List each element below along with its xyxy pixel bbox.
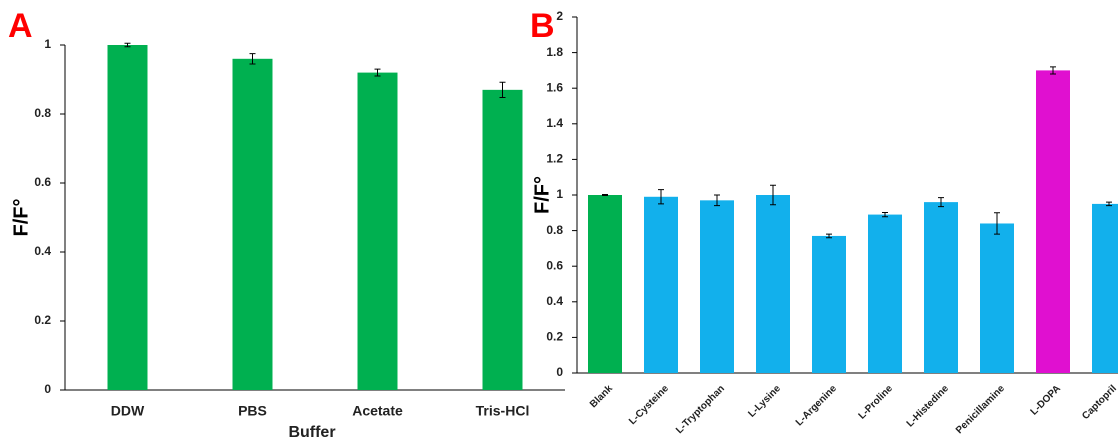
y-axis-title: F/F° [531,176,553,214]
bar [1036,70,1070,374]
bar [756,195,790,373]
x-tick-label: L-DOPA [1029,383,1063,417]
y-tick-label: 0.6 [34,175,51,189]
panel-label: B [530,7,555,45]
error-bar [249,53,256,65]
error-bar [499,81,506,98]
y-tick-label: 1 [44,37,51,51]
error-bar [602,193,608,197]
bar [482,89,523,390]
y-tick-label: 1.8 [546,45,563,59]
error-bar [124,42,131,48]
panel-label: A [8,7,33,45]
x-tick-label: L-Tryptophan [674,383,727,436]
y-tick-label: 1.6 [546,80,563,94]
x-tick-label: L-Cysteine [627,383,671,427]
y-tick-label: 0.6 [546,258,563,272]
error-bar [770,184,776,206]
y-tick-label: 1.2 [546,152,563,166]
error-bar [374,68,381,77]
y-tick-label: 0.4 [546,294,563,308]
x-tick-label: Blank [588,383,615,410]
bar [107,45,148,390]
bar [812,235,846,373]
x-tick-label: Captopril [1080,383,1118,422]
y-tick-label: 0.8 [34,106,51,120]
x-tick-label: L-Histedine [905,383,952,430]
bar [232,58,273,391]
error-bar [938,197,944,208]
bar [924,202,958,373]
bar [868,214,902,373]
x-tick-label: Penicillamine [954,383,1007,436]
error-bar [826,233,832,239]
bar [1092,203,1118,373]
x-tick-label: L-Lysine [746,383,783,420]
y-axis-title: F/F° [10,199,32,237]
y-tick-label: 0.2 [546,330,563,344]
y-tick-label: 0.4 [34,244,51,258]
x-tick-label: L-Argenine [794,383,839,428]
error-bar [1106,201,1112,207]
x-tick-label: Acetate [352,403,403,419]
error-bar [658,189,664,205]
bar [588,195,622,373]
x-tick-label: DDW [111,403,145,419]
bar [980,223,1014,373]
bar [700,200,734,373]
y-tick-label: 0.2 [34,313,51,327]
bar [357,72,398,390]
x-tick-label: L-Proline [857,383,896,422]
y-tick-label: 2 [556,9,563,23]
error-bar [882,211,888,218]
y-tick-label: 1 [556,187,563,201]
bar [644,196,678,373]
error-bar [1050,66,1056,75]
y-tick-label: 1.4 [546,116,563,130]
y-tick-label: 0.8 [546,223,563,237]
error-bar [714,194,720,207]
error-bar [994,212,1000,235]
x-axis-title: Buffer [288,424,335,441]
x-tick-label: PBS [238,403,267,419]
y-tick-label: 0 [556,365,563,379]
x-tick-label: Tris-HCl [476,403,530,419]
y-tick-label: 0 [44,382,51,396]
